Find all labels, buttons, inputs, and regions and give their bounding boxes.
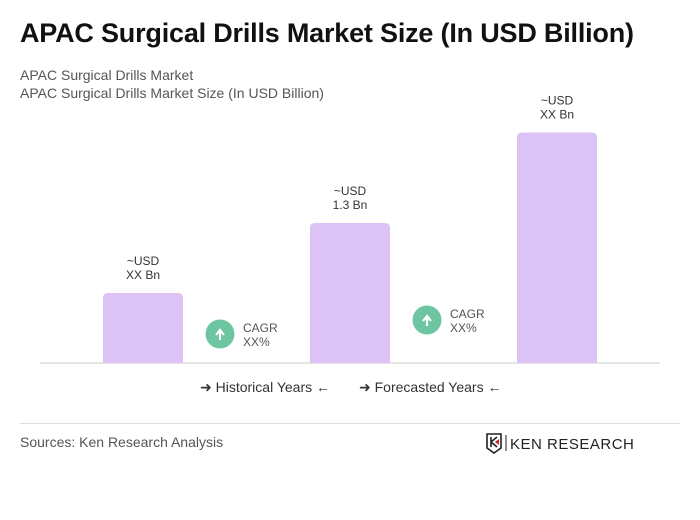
bar (310, 223, 390, 363)
legend-historical: ➜ Historical Years ← (200, 379, 331, 395)
data-label: ~USD (334, 184, 367, 198)
arrow-up-icon (215, 328, 225, 340)
data-label: ~USD (127, 254, 160, 268)
legend-forecasted-label: Forecasted Years (374, 379, 484, 395)
subtitle-units: APAC Surgical Drills Market Size (In USD… (20, 85, 324, 101)
svg-text:KEN RESEARCH: KEN RESEARCH (510, 436, 634, 453)
subtitle: APAC Surgical Drills Market (20, 67, 194, 83)
data-label: XX Bn (540, 108, 574, 122)
divider (20, 423, 680, 424)
data-label: XX Bn (126, 268, 160, 282)
bar (517, 132, 597, 363)
cagr-label: CAGR (450, 307, 485, 321)
cagr-label: CAGR (243, 321, 278, 335)
page-title: APAC Surgical Drills Market Size (In USD… (20, 18, 634, 48)
cagr-value: XX% (243, 335, 270, 349)
data-label: 1.3 Bn (333, 198, 368, 212)
sources: Sources: Ken Research Analysis (20, 434, 224, 450)
legend-forecasted: ➜ Forecasted Years ← (359, 379, 502, 395)
ken-research-logo: KEN RESEARCH (486, 433, 634, 454)
bar (103, 293, 183, 363)
legend-historical-label: Historical Years (215, 379, 313, 395)
data-label: ~USD (541, 94, 574, 108)
cagr-value: XX% (450, 321, 477, 335)
arrow-up-icon (422, 314, 432, 326)
